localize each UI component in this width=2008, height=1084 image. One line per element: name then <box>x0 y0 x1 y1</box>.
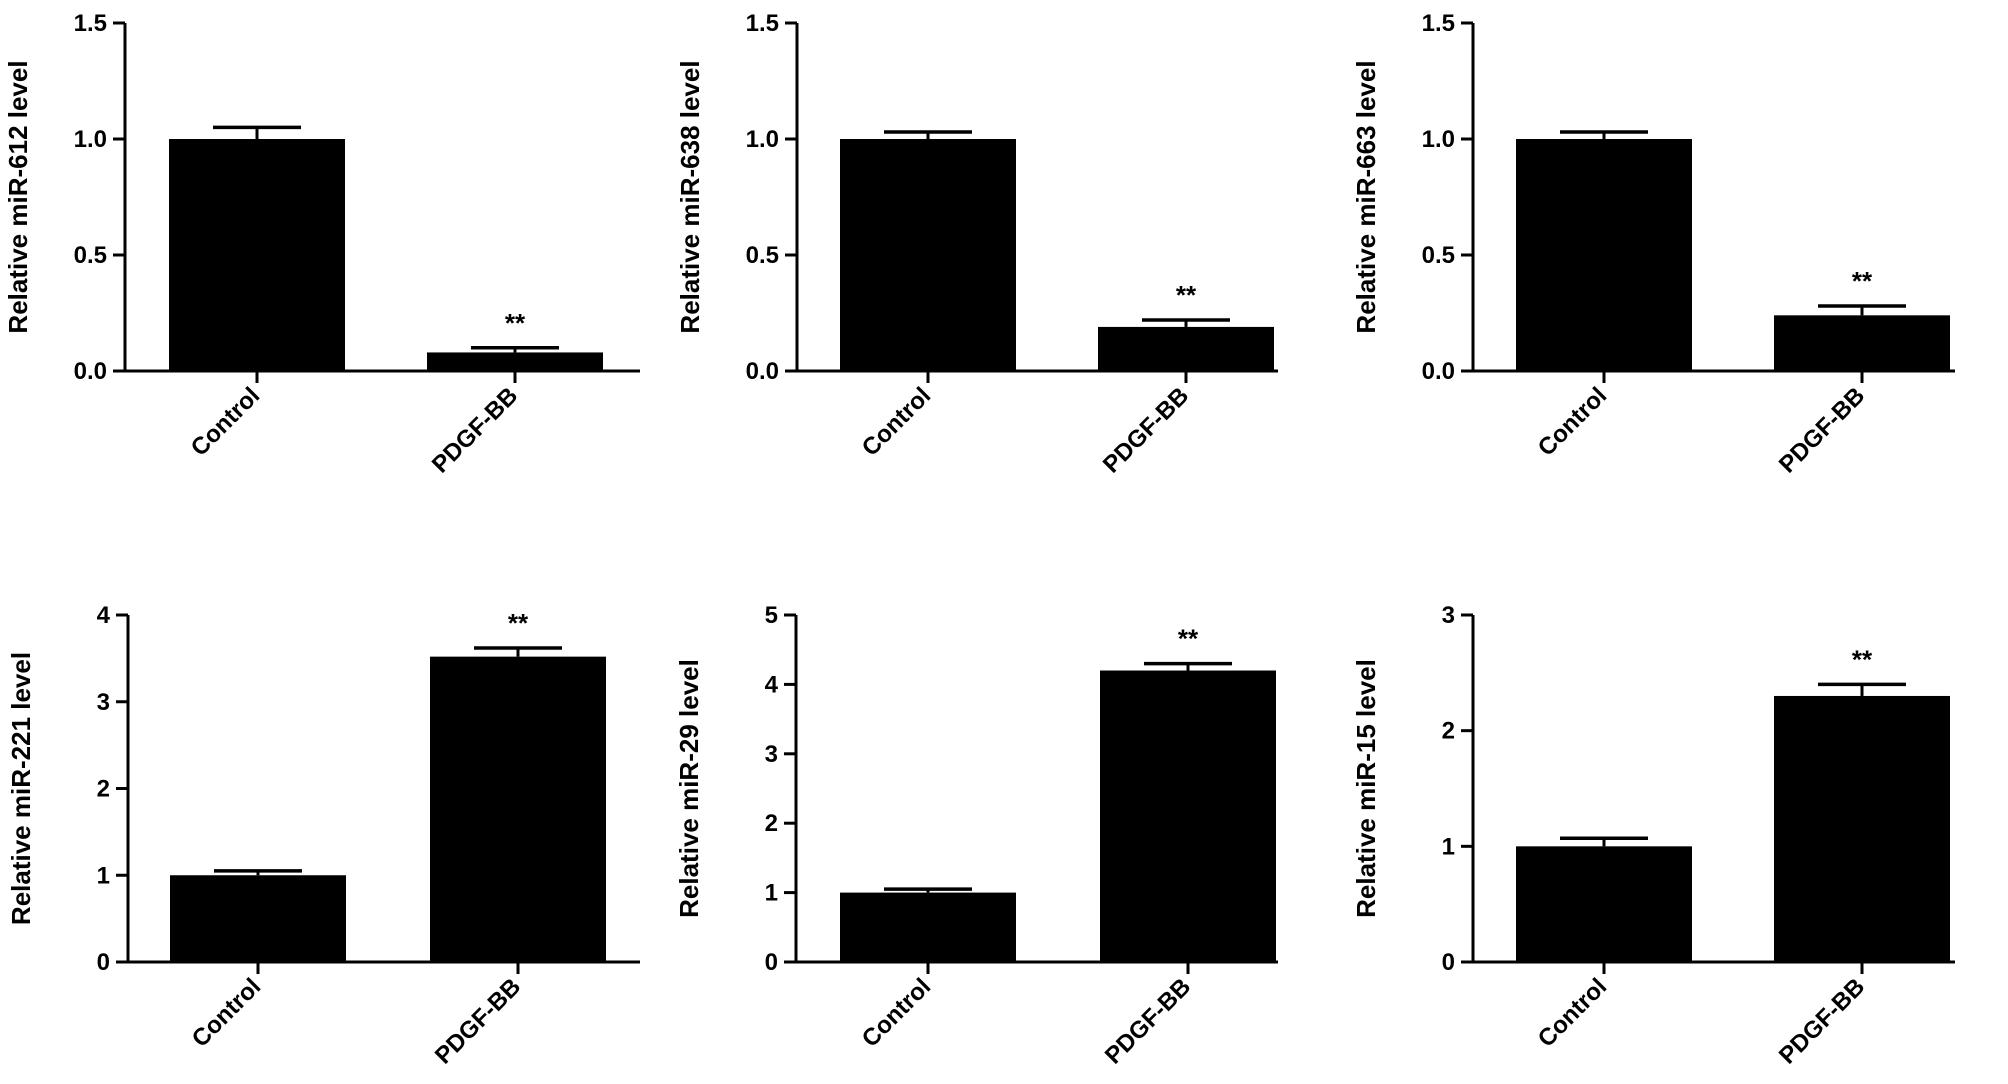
category-label: PDGF-BB <box>427 382 523 478</box>
y-tick-label: 1 <box>97 862 110 889</box>
chart-panel-3: 0.0 0.5 1.0 1.5 Relative miR-663 level Contro… <box>1351 10 1955 479</box>
category-label: Control <box>857 973 936 1052</box>
y-tick-label: 1.0 <box>74 126 107 153</box>
y-axis-title: Relative miR-15 level <box>1351 659 1381 918</box>
y-tick-label: 0.0 <box>746 358 779 385</box>
y-tick-label: 3 <box>765 741 778 768</box>
chart-panel-2: 0.0 0.5 1.0 1.5 Relative miR-638 level Contro… <box>675 10 1278 479</box>
y-tick-label: 3 <box>97 689 110 716</box>
y-tick-label: 0 <box>1442 949 1455 976</box>
bar-pdgf-bb <box>427 352 603 371</box>
y-tick-label: 2 <box>1442 718 1455 745</box>
bar-control <box>1516 846 1692 962</box>
y-axis-title: Relative miR-612 level <box>3 60 33 333</box>
category-label: PDGF-BB <box>1098 382 1194 478</box>
bar-pdgf-bb <box>1098 326 1274 371</box>
significance-marker: ** <box>1852 266 1873 296</box>
y-tick-label: 1.0 <box>1422 126 1455 153</box>
y-tick-label: 5 <box>765 602 778 629</box>
y-tick-label: 1.5 <box>74 10 107 37</box>
significance-marker: ** <box>505 308 526 338</box>
y-tick-label: 1 <box>1442 833 1455 860</box>
y-tick-label: 1.5 <box>746 10 779 37</box>
chart-panel-4: 0 1 2 3 4 Relative miR-221 level Control PDGF-B… <box>6 602 640 1070</box>
y-tick-label: 3 <box>1442 602 1455 629</box>
y-tick-label: 0.5 <box>74 242 107 269</box>
bar-pdgf-bb <box>1774 315 1950 371</box>
significance-marker: ** <box>1852 644 1873 674</box>
category-label: Control <box>1533 973 1612 1052</box>
chart-panel-1: 0.0 0.5 1.0 1.5 Relative miR-612 level Contro… <box>3 10 640 479</box>
y-tick-label: 4 <box>97 602 111 629</box>
y-axis-title: Relative miR-221 level <box>6 652 36 925</box>
bar-pdgf-bb <box>430 656 606 962</box>
bar-control <box>840 139 1016 371</box>
bar-control <box>1516 139 1692 371</box>
significance-marker: ** <box>508 608 529 638</box>
y-tick-label: 0.5 <box>746 242 779 269</box>
category-label: Control <box>187 973 266 1052</box>
chart-panel-6: 0 1 2 3 Relative miR-15 level Control PDGF-BB *… <box>1351 602 1955 1070</box>
bar-control <box>840 892 1016 962</box>
y-tick-label: 0 <box>97 949 110 976</box>
bar-pdgf-bb <box>1100 670 1276 962</box>
category-label: PDGF-BB <box>430 973 526 1069</box>
y-tick-label: 1.0 <box>746 126 779 153</box>
y-tick-label: 1.5 <box>1422 10 1455 37</box>
y-tick-label: 4 <box>765 671 779 698</box>
y-axis-title: Relative miR-29 level <box>674 659 704 918</box>
category-label: PDGF-BB <box>1100 973 1196 1069</box>
y-tick-label: 0.0 <box>1422 358 1455 385</box>
y-tick-label: 1 <box>765 880 778 907</box>
bar-control <box>169 139 345 371</box>
y-tick-label: 2 <box>97 776 110 803</box>
category-label: PDGF-BB <box>1774 973 1870 1069</box>
category-label: Control <box>1533 382 1612 461</box>
bar-control <box>170 875 346 962</box>
y-axis-title: Relative miR-663 level <box>1351 60 1381 333</box>
category-label: Control <box>186 382 265 461</box>
y-tick-label: 2 <box>765 810 778 837</box>
chart-panel-5: 0 1 2 3 4 5 Relative miR-29 level Control PDGF-B… <box>674 602 1278 1070</box>
significance-marker: ** <box>1178 624 1199 654</box>
significance-marker: ** <box>1176 280 1197 310</box>
y-tick-label: 0.0 <box>74 358 107 385</box>
y-tick-label: 0 <box>765 949 778 976</box>
y-axis-title: Relative miR-638 level <box>675 60 705 333</box>
bar-pdgf-bb <box>1774 695 1950 962</box>
category-label: Control <box>857 382 936 461</box>
y-tick-label: 0.5 <box>1422 242 1455 269</box>
category-label: PDGF-BB <box>1774 382 1870 478</box>
